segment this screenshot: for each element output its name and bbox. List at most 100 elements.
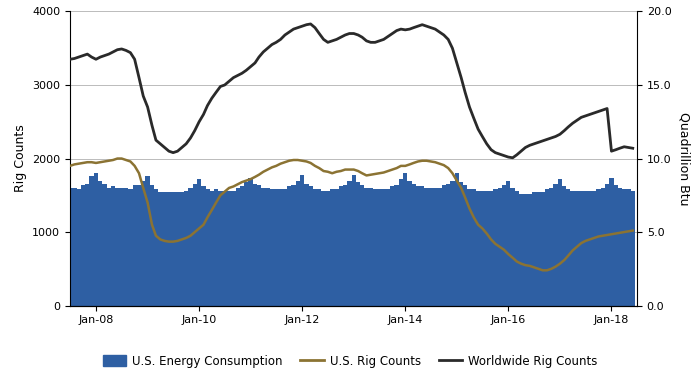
Bar (622, 189, 626, 306)
Bar (279, 189, 283, 306)
Bar (554, 183, 558, 306)
Bar (528, 194, 532, 306)
Bar (592, 191, 596, 306)
Bar (218, 191, 223, 306)
Bar (304, 183, 309, 306)
Bar (532, 193, 536, 306)
Bar (399, 179, 403, 306)
Bar (403, 173, 407, 306)
Y-axis label: Rig Counts: Rig Counts (13, 125, 27, 193)
Bar (253, 183, 257, 306)
Bar (558, 179, 562, 306)
Bar (261, 188, 265, 306)
Bar (476, 191, 480, 306)
Bar (42, 181, 47, 306)
Bar (158, 193, 162, 306)
Bar (377, 189, 382, 306)
Bar (85, 183, 90, 306)
Bar (214, 189, 218, 306)
Bar (81, 185, 85, 306)
Bar (102, 183, 106, 306)
Y-axis label: Quadrillion Btu: Quadrillion Btu (678, 112, 691, 205)
Bar (438, 188, 442, 306)
Bar (502, 185, 506, 306)
Bar (180, 193, 184, 306)
Bar (68, 188, 72, 306)
Bar (111, 186, 116, 306)
Bar (519, 194, 524, 306)
Bar (583, 191, 587, 306)
Bar (369, 188, 373, 306)
Bar (223, 191, 227, 306)
Bar (309, 186, 313, 306)
Bar (227, 191, 231, 306)
Bar (351, 175, 356, 306)
Bar (330, 189, 335, 306)
Bar (167, 193, 171, 306)
Bar (137, 185, 141, 306)
Bar (116, 188, 120, 306)
Bar (570, 191, 575, 306)
Bar (55, 189, 60, 306)
Bar (90, 176, 94, 306)
Bar (205, 189, 209, 306)
Bar (489, 191, 493, 306)
Bar (202, 186, 206, 306)
Bar (274, 189, 279, 306)
Bar (459, 182, 463, 306)
Bar (596, 189, 601, 306)
Bar (450, 181, 454, 306)
Bar (373, 189, 377, 306)
Bar (141, 181, 146, 306)
Bar (124, 188, 128, 306)
Bar (494, 189, 498, 306)
Bar (442, 185, 446, 306)
Bar (295, 181, 300, 306)
Bar (193, 183, 197, 306)
Bar (244, 182, 248, 306)
Bar (335, 189, 339, 306)
Bar (343, 185, 347, 306)
Bar (60, 188, 64, 306)
Bar (50, 188, 55, 306)
Bar (506, 181, 510, 306)
Bar (339, 186, 343, 306)
Bar (365, 188, 369, 306)
Bar (605, 183, 609, 306)
Bar (347, 181, 351, 306)
Bar (463, 185, 467, 306)
Bar (455, 173, 459, 306)
Bar (386, 189, 390, 306)
Bar (360, 185, 364, 306)
Bar (188, 188, 193, 306)
Bar (420, 186, 424, 306)
Bar (287, 186, 291, 306)
Bar (47, 185, 51, 306)
Bar (575, 191, 579, 306)
Bar (395, 185, 399, 306)
Bar (536, 193, 540, 306)
Bar (128, 189, 132, 306)
Bar (514, 191, 519, 306)
Bar (132, 185, 137, 306)
Bar (231, 191, 235, 306)
Bar (150, 185, 154, 306)
Bar (433, 188, 438, 306)
Bar (631, 191, 635, 306)
Bar (617, 188, 622, 306)
Bar (472, 189, 476, 306)
Bar (550, 188, 554, 306)
Bar (562, 186, 566, 306)
Legend: U.S. Energy Consumption, U.S. Rig Counts, Worldwide Rig Counts: U.S. Energy Consumption, U.S. Rig Counts… (98, 350, 602, 372)
Bar (197, 179, 201, 306)
Bar (614, 185, 618, 306)
Bar (257, 185, 261, 306)
Bar (76, 189, 81, 306)
Bar (545, 189, 549, 306)
Bar (601, 188, 605, 306)
Bar (98, 181, 102, 306)
Bar (524, 194, 528, 306)
Bar (265, 188, 270, 306)
Bar (382, 189, 386, 306)
Bar (480, 191, 484, 306)
